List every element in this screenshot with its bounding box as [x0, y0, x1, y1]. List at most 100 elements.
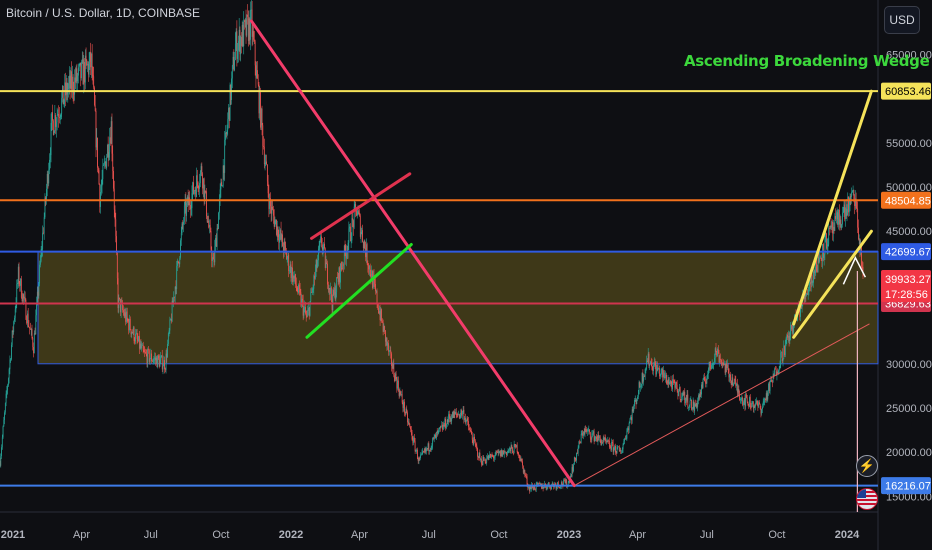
- candle-body: [180, 232, 182, 241]
- candle-body: [391, 366, 393, 369]
- candle-body: [284, 241, 286, 246]
- candle-body: [386, 338, 388, 346]
- candle-body: [432, 437, 434, 446]
- candle-body: [622, 444, 624, 449]
- candle-body: [714, 348, 716, 358]
- support-trendline[interactable]: [573, 323, 870, 487]
- candle-body: [416, 449, 418, 451]
- candle-body: [265, 161, 267, 163]
- candle-body: [192, 182, 194, 194]
- candle-body: [636, 398, 638, 405]
- candle-body: [400, 391, 402, 395]
- candle-body: [719, 359, 721, 363]
- candle-body: [344, 245, 346, 252]
- candle-body: [851, 190, 853, 193]
- candle-body: [709, 361, 711, 366]
- candle-body: [568, 479, 570, 483]
- candle-body: [705, 382, 707, 384]
- candle-body: [759, 404, 761, 409]
- candle-body: [100, 186, 102, 192]
- candle-body: [406, 409, 408, 413]
- candle-body: [182, 223, 184, 225]
- candle-body: [393, 363, 395, 376]
- candle-body: [263, 146, 265, 165]
- candle-body: [345, 251, 347, 259]
- wedge-upper-line[interactable]: [792, 89, 873, 326]
- wedge-lower-line[interactable]: [792, 229, 873, 339]
- candle-body: [410, 426, 411, 430]
- candle-body: [333, 289, 335, 295]
- candle-body: [206, 216, 208, 222]
- candle-body: [734, 379, 736, 381]
- currency-button[interactable]: USD: [884, 6, 920, 34]
- candle-body: [80, 62, 82, 79]
- candle-body: [308, 307, 310, 316]
- candle-body: [516, 444, 518, 452]
- candle-body: [75, 77, 76, 83]
- candle-body: [751, 404, 753, 408]
- candle-body: [474, 440, 476, 445]
- candle-body: [659, 368, 661, 377]
- candle-body: [104, 161, 106, 163]
- candle-body: [537, 482, 539, 485]
- candle-body: [301, 298, 303, 301]
- candle-body: [335, 292, 337, 300]
- candle-body: [194, 189, 196, 191]
- candle-body: [550, 486, 552, 490]
- candle-body: [820, 257, 822, 259]
- candle-body: [762, 407, 763, 410]
- candle-body: [272, 206, 274, 210]
- candle-body: [620, 450, 622, 454]
- candle-body: [336, 277, 338, 293]
- candle-body: [695, 403, 697, 407]
- candle-body: [807, 290, 809, 295]
- candle-body: [379, 311, 381, 321]
- candle-body: [752, 401, 753, 405]
- candle-body: [63, 99, 65, 105]
- candle-body: [454, 411, 456, 414]
- candle-body: [11, 330, 13, 345]
- candle-countdown-label: 17:28:56: [885, 289, 928, 301]
- candle-body: [733, 383, 734, 387]
- candle-body: [850, 196, 852, 197]
- candle-body: [146, 353, 148, 364]
- candle-body: [448, 414, 450, 423]
- candle-body: [760, 408, 762, 414]
- candle-body: [695, 404, 696, 407]
- candle-body: [564, 479, 565, 481]
- candle-body: [212, 257, 214, 260]
- candle-body: [806, 293, 808, 296]
- lightning-icon[interactable]: ⚡: [856, 455, 878, 477]
- candle-body: [362, 230, 363, 242]
- candle-body: [372, 275, 374, 288]
- candle-body: [561, 482, 563, 486]
- candle-body: [12, 330, 14, 333]
- us-flag-icon[interactable]: [856, 488, 878, 510]
- descending-trendline[interactable]: [249, 19, 576, 488]
- candle-body: [89, 52, 91, 62]
- candle-body: [91, 53, 93, 76]
- candle-body: [608, 440, 609, 442]
- candle-body: [391, 353, 392, 367]
- candle-body: [179, 257, 181, 265]
- green-channel-line[interactable]: [305, 243, 413, 339]
- candle-body: [39, 264, 41, 284]
- red-channel-line[interactable]: [310, 172, 412, 240]
- candle-body: [72, 76, 74, 93]
- candle-body: [24, 296, 26, 300]
- candle-body: [260, 92, 261, 128]
- candle-body: [181, 223, 183, 233]
- candle-body: [531, 484, 533, 489]
- candle-body: [124, 312, 126, 317]
- candle-body: [477, 448, 478, 457]
- candle-body: [701, 384, 703, 388]
- candle-body: [227, 119, 229, 131]
- candle-body: [1, 447, 2, 457]
- candle-body: [424, 448, 426, 452]
- candle-body: [53, 131, 55, 135]
- candle-body: [278, 237, 280, 243]
- candle-body: [614, 445, 616, 448]
- candle-body: [3, 419, 5, 427]
- candle-body: [15, 303, 17, 310]
